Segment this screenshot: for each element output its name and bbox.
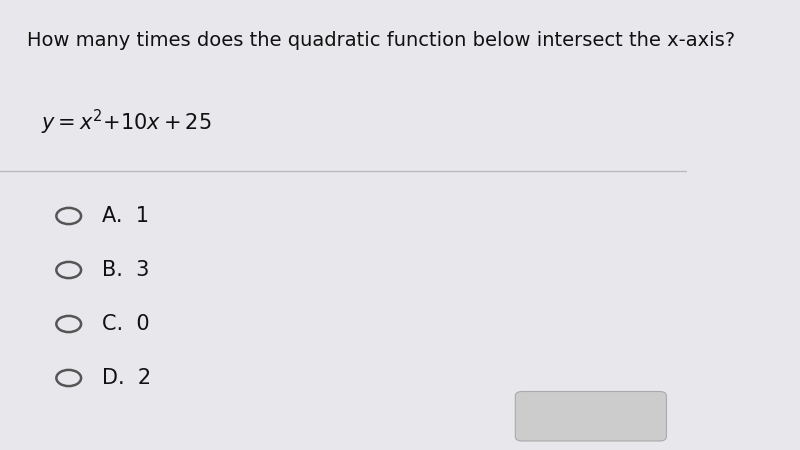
FancyBboxPatch shape bbox=[515, 392, 666, 441]
Text: SUBMIT: SUBMIT bbox=[564, 410, 618, 423]
Text: How many times does the quadratic function below intersect the x-axis?: How many times does the quadratic functi… bbox=[27, 32, 736, 50]
Text: $y = x^{2}$$ +10x+25$: $y = x^{2}$$ +10x+25$ bbox=[42, 108, 212, 137]
Text: B.  3: B. 3 bbox=[102, 260, 149, 280]
Text: A.  1: A. 1 bbox=[102, 206, 149, 226]
Text: C.  0: C. 0 bbox=[102, 314, 150, 334]
Text: D.  2: D. 2 bbox=[102, 368, 151, 388]
